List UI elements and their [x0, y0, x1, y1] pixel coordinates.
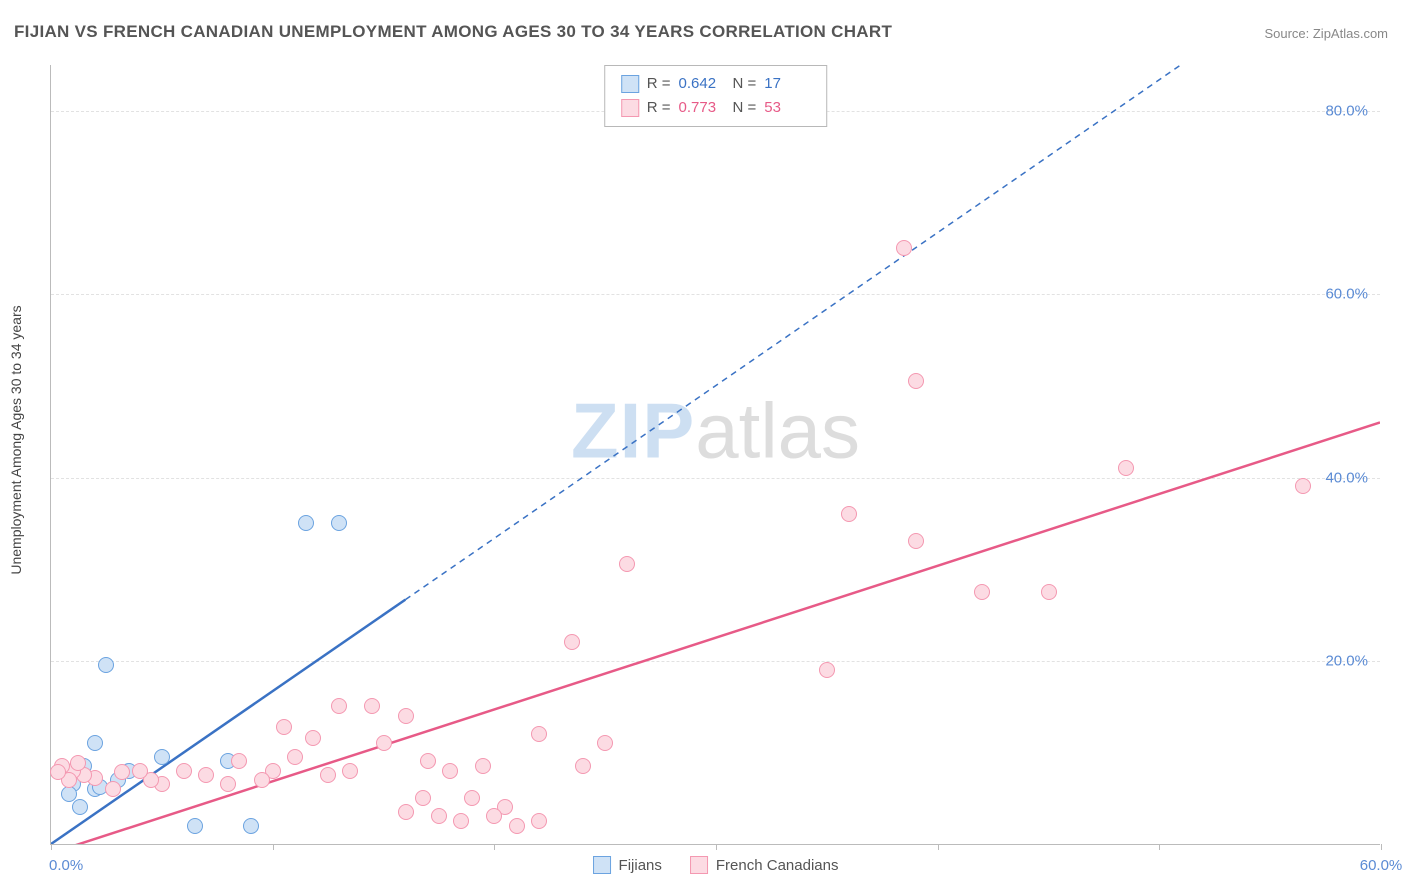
- stats-row-french: R = 0.773 N = 53: [621, 96, 811, 120]
- x-tick: [938, 844, 939, 850]
- data-point: [243, 818, 259, 834]
- data-point: [98, 657, 114, 673]
- data-point: [305, 730, 321, 746]
- n-label: N =: [733, 72, 757, 96]
- stats-row-fijians: R = 0.642 N = 17: [621, 72, 811, 96]
- data-point: [176, 763, 192, 779]
- data-point: [464, 790, 480, 806]
- n-value-fijians: 17: [764, 72, 810, 96]
- data-point: [331, 698, 347, 714]
- data-point: [187, 818, 203, 834]
- y-axis-label: Unemployment Among Ages 30 to 34 years: [8, 305, 24, 574]
- bottom-legend: Fijians French Canadians: [593, 856, 839, 874]
- legend-swatch-french: [690, 856, 708, 874]
- data-point: [254, 772, 270, 788]
- data-point: [475, 758, 491, 774]
- data-point: [908, 533, 924, 549]
- data-point: [105, 781, 121, 797]
- legend-label-fijians: Fijians: [619, 857, 662, 874]
- data-point: [220, 776, 236, 792]
- data-point: [376, 735, 392, 751]
- data-point: [619, 556, 635, 572]
- data-point: [486, 808, 502, 824]
- data-point: [276, 719, 292, 735]
- data-point: [564, 634, 580, 650]
- x-tick: [1381, 844, 1382, 850]
- legend-label-french: French Canadians: [716, 857, 839, 874]
- data-point: [1041, 584, 1057, 600]
- data-point: [61, 786, 77, 802]
- data-point: [154, 749, 170, 765]
- x-tick-label: 60.0%: [1360, 857, 1403, 874]
- data-point: [398, 708, 414, 724]
- data-point: [420, 753, 436, 769]
- x-tick-label: 0.0%: [49, 857, 83, 874]
- data-point: [398, 804, 414, 820]
- data-point: [841, 506, 857, 522]
- legend-swatch-fijians: [593, 856, 611, 874]
- data-point: [342, 763, 358, 779]
- data-point: [320, 767, 336, 783]
- x-tick: [273, 844, 274, 850]
- chart-title: FIJIAN VS FRENCH CANADIAN UNEMPLOYMENT A…: [14, 22, 892, 42]
- data-point: [1295, 478, 1311, 494]
- r-value-fijians: 0.642: [679, 72, 725, 96]
- data-point: [70, 755, 86, 771]
- data-point: [331, 515, 347, 531]
- n-label: N =: [733, 96, 757, 120]
- data-point: [72, 799, 88, 815]
- source-attribution: Source: ZipAtlas.com: [1264, 26, 1388, 41]
- x-tick: [1159, 844, 1160, 850]
- data-point: [974, 584, 990, 600]
- plot-area: ZIPatlas R = 0.642 N = 17 R = 0.773 N = …: [50, 65, 1380, 845]
- legend-item-french: French Canadians: [690, 856, 839, 874]
- data-point: [198, 767, 214, 783]
- x-tick: [51, 844, 52, 850]
- r-label: R =: [647, 72, 671, 96]
- data-point: [231, 753, 247, 769]
- scatter-points-layer: [51, 65, 1380, 844]
- swatch-french: [621, 99, 639, 117]
- data-point: [1118, 460, 1134, 476]
- data-point: [896, 240, 912, 256]
- swatch-fijians: [621, 75, 639, 93]
- data-point: [597, 735, 613, 751]
- data-point: [442, 763, 458, 779]
- data-point: [114, 764, 130, 780]
- data-point: [87, 735, 103, 751]
- r-value-french: 0.773: [679, 96, 725, 120]
- data-point: [819, 662, 835, 678]
- data-point: [453, 813, 469, 829]
- correlation-stats-box: R = 0.642 N = 17 R = 0.773 N = 53: [604, 65, 828, 127]
- data-point: [415, 790, 431, 806]
- data-point: [509, 818, 525, 834]
- r-label: R =: [647, 96, 671, 120]
- data-point: [431, 808, 447, 824]
- data-point: [364, 698, 380, 714]
- data-point: [298, 515, 314, 531]
- data-point: [50, 764, 66, 780]
- data-point: [531, 726, 547, 742]
- data-point: [575, 758, 591, 774]
- data-point: [287, 749, 303, 765]
- n-value-french: 53: [764, 96, 810, 120]
- legend-item-fijians: Fijians: [593, 856, 662, 874]
- data-point: [132, 763, 148, 779]
- x-tick: [494, 844, 495, 850]
- data-point: [531, 813, 547, 829]
- x-tick: [716, 844, 717, 850]
- data-point: [908, 373, 924, 389]
